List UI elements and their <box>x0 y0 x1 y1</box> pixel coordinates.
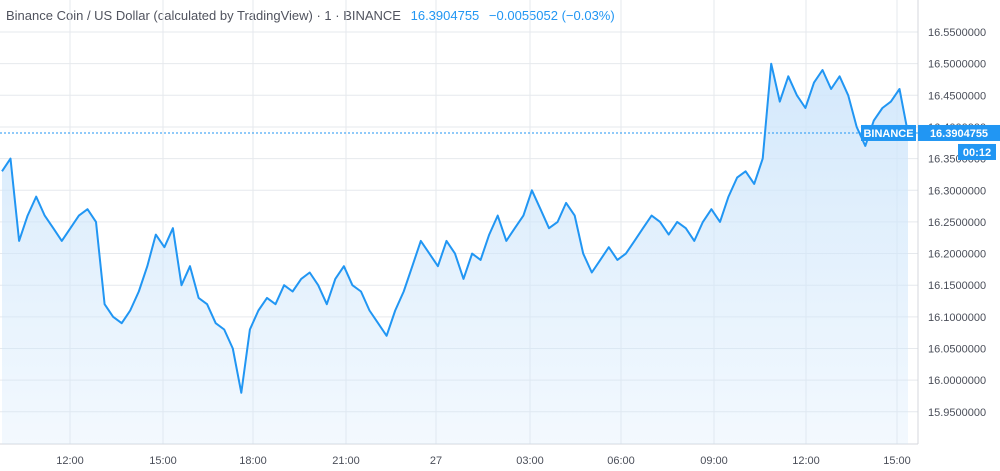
y-tick-label: 16.0500000 <box>928 344 986 356</box>
y-tick-label: 16.4500000 <box>928 90 986 102</box>
y-tick-label: 16.5000000 <box>928 59 986 71</box>
countdown-tag-bg <box>958 143 996 160</box>
price-line <box>1 62 909 394</box>
last-price: 16.3904755 <box>410 8 480 23</box>
x-tick-label: 06:00 <box>607 455 635 467</box>
x-tick-label: 18:00 <box>239 455 267 467</box>
symbol-title: Binance Coin / US Dollar (calculated by … <box>6 8 401 23</box>
y-tick-label: 16.0000000 <box>928 375 986 387</box>
x-tick-label: 12:00 <box>792 455 820 467</box>
x-tick-label: 03:00 <box>516 455 544 467</box>
x-tick-label: 12:00 <box>56 455 84 467</box>
price-change: −0.0055052 (−0.03%) <box>488 8 615 23</box>
x-tick-label: 21:00 <box>332 455 360 467</box>
x-tick-label: 15:00 <box>149 455 177 467</box>
y-tick-label: 16.1000000 <box>928 312 986 324</box>
price-tag-bg <box>918 124 1000 141</box>
y-tick-label: 16.1500000 <box>928 280 986 292</box>
y-tick-label: 16.5500000 <box>928 27 986 39</box>
price-tag: 16.3904755 <box>930 128 988 140</box>
y-tick-label: 16.2500000 <box>928 217 986 229</box>
x-tick-label: 15:00 <box>883 455 911 467</box>
countdown-tag: 00:12 <box>963 147 991 159</box>
y-tick-label: 16.2000000 <box>928 249 986 261</box>
exchange-tag-bg <box>861 124 916 141</box>
x-tick-label: 27 <box>430 455 442 467</box>
chart-header: Binance Coin / US Dollar (calculated by … <box>6 8 615 23</box>
y-tick-label: 15.9500000 <box>928 407 986 419</box>
x-tick-label: 09:00 <box>700 455 728 467</box>
exchange-tag: BINANCE <box>863 128 913 140</box>
y-tick-label: 16.3000000 <box>928 185 986 197</box>
